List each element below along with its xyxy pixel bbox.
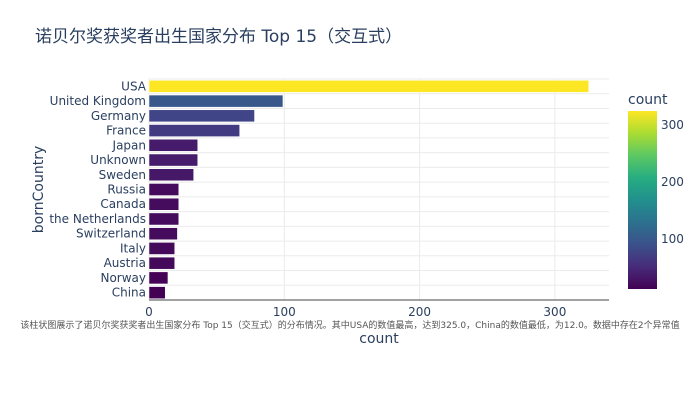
bar-usa[interactable] [148, 80, 589, 93]
colorbar-title: count [628, 92, 668, 108]
bar-china[interactable] [148, 286, 166, 299]
colorbar-tick-label: 200 [661, 175, 684, 189]
bar-germany[interactable] [148, 109, 255, 123]
bar-russia[interactable] [148, 183, 180, 196]
bar-switzerland[interactable] [148, 227, 178, 240]
colorbar-tick-label: 300 [661, 118, 684, 132]
bar-austria[interactable] [148, 256, 175, 270]
y-tick-label: Canada [100, 197, 146, 211]
bar-canada[interactable] [148, 197, 180, 211]
y-tick-label: Switzerland [76, 227, 146, 241]
x-axis-title: count [359, 331, 399, 347]
y-tick-label: the Netherlands [49, 212, 146, 226]
x-tick-label: 0 [145, 305, 153, 319]
y-axis-title: bornCountry [31, 146, 47, 233]
y-tick-label: France [106, 124, 146, 138]
bar-italy[interactable] [148, 242, 175, 255]
y-tick-label: Italy [120, 241, 146, 255]
x-tick-label: 100 [273, 305, 296, 319]
y-tick-label: China [112, 286, 146, 300]
chart-title: 诺贝尔奖获奖者出生国家分布 Top 15（交互式） [35, 27, 403, 47]
bar-norway[interactable] [148, 271, 169, 285]
y-tick-label: Russia [107, 183, 146, 197]
x-tick-label: 300 [543, 305, 566, 319]
y-tick-label: Unknown [90, 153, 146, 167]
y-tick-label: Germany [91, 109, 146, 123]
y-tick-label: Austria [104, 256, 146, 270]
chart-annotation: 该柱状图展示了诺贝尔奖获奖者出生国家分布 Top 15（交互式）的分布情况。其中… [20, 321, 680, 331]
bar-japan[interactable] [148, 139, 198, 152]
bar-sweden[interactable] [148, 168, 194, 182]
colorbar [628, 111, 657, 289]
bar-unknown[interactable] [148, 153, 198, 167]
bar-united-kingdom[interactable] [148, 94, 284, 108]
y-tick-label: USA [121, 79, 147, 93]
colorbar-tick-label: 100 [661, 232, 684, 246]
y-tick-label: United Kingdom [50, 94, 146, 108]
bar-france[interactable] [148, 124, 240, 137]
y-tick-label: Sweden [99, 168, 146, 182]
y-tick-label: Japan [112, 138, 146, 152]
y-tick-label: Norway [100, 271, 146, 285]
bar-the-netherlands[interactable] [148, 212, 180, 226]
x-tick-label: 200 [408, 305, 431, 319]
